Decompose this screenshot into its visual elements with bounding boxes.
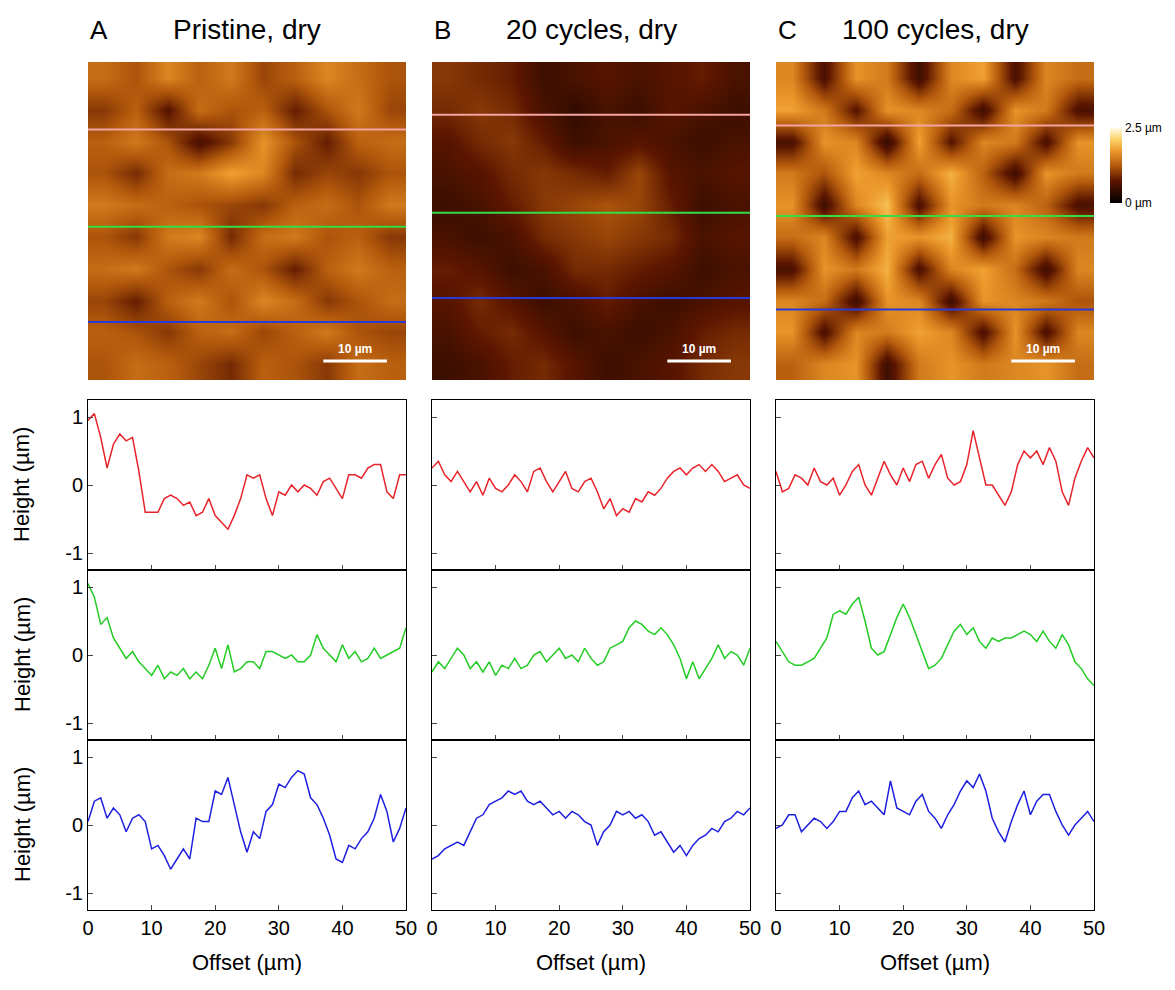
svg-text:-1: -1 (65, 542, 83, 564)
svg-text:100 cycles, dry: 100 cycles, dry (842, 14, 1029, 45)
svg-text:0 µm: 0 µm (1125, 196, 1152, 210)
svg-text:1: 1 (72, 576, 83, 598)
svg-text:50: 50 (395, 917, 417, 939)
svg-text:1: 1 (72, 746, 83, 768)
svg-text:Offset (µm): Offset (µm) (192, 950, 302, 975)
svg-text:50: 50 (739, 917, 761, 939)
svg-text:-1: -1 (65, 712, 83, 734)
svg-text:Height (µm): Height (µm) (10, 597, 35, 712)
svg-text:10 µm: 10 µm (338, 342, 372, 356)
svg-text:10: 10 (484, 917, 506, 939)
svg-text:30: 30 (268, 917, 290, 939)
svg-text:40: 40 (675, 917, 697, 939)
svg-text:0: 0 (72, 814, 83, 836)
svg-text:40: 40 (331, 917, 353, 939)
svg-text:20: 20 (204, 917, 226, 939)
svg-text:20: 20 (548, 917, 570, 939)
svg-text:0: 0 (72, 644, 83, 666)
svg-text:0: 0 (770, 917, 781, 939)
svg-text:Offset (µm): Offset (µm) (880, 950, 990, 975)
svg-text:0: 0 (72, 474, 83, 496)
svg-text:10 µm: 10 µm (682, 342, 716, 356)
svg-text:40: 40 (1019, 917, 1041, 939)
svg-text:10 µm: 10 µm (1026, 342, 1060, 356)
svg-text:0: 0 (426, 917, 437, 939)
svg-text:0: 0 (82, 917, 93, 939)
svg-text:C: C (778, 15, 797, 45)
svg-text:10: 10 (140, 917, 162, 939)
svg-text:2.5 µm: 2.5 µm (1125, 121, 1162, 135)
svg-text:Pristine, dry: Pristine, dry (173, 14, 321, 45)
svg-text:30: 30 (956, 917, 978, 939)
svg-text:Offset (µm): Offset (µm) (536, 950, 646, 975)
svg-text:-1: -1 (65, 882, 83, 904)
svg-text:20 cycles, dry: 20 cycles, dry (506, 14, 677, 45)
svg-text:B: B (434, 15, 451, 45)
svg-text:30: 30 (612, 917, 634, 939)
svg-text:Height (µm): Height (µm) (9, 427, 34, 542)
svg-text:Height (µm): Height (µm) (10, 767, 35, 882)
svg-text:1: 1 (72, 406, 83, 428)
svg-text:10: 10 (828, 917, 850, 939)
svg-text:20: 20 (892, 917, 914, 939)
svg-text:A: A (90, 15, 108, 45)
svg-text:50: 50 (1083, 917, 1105, 939)
